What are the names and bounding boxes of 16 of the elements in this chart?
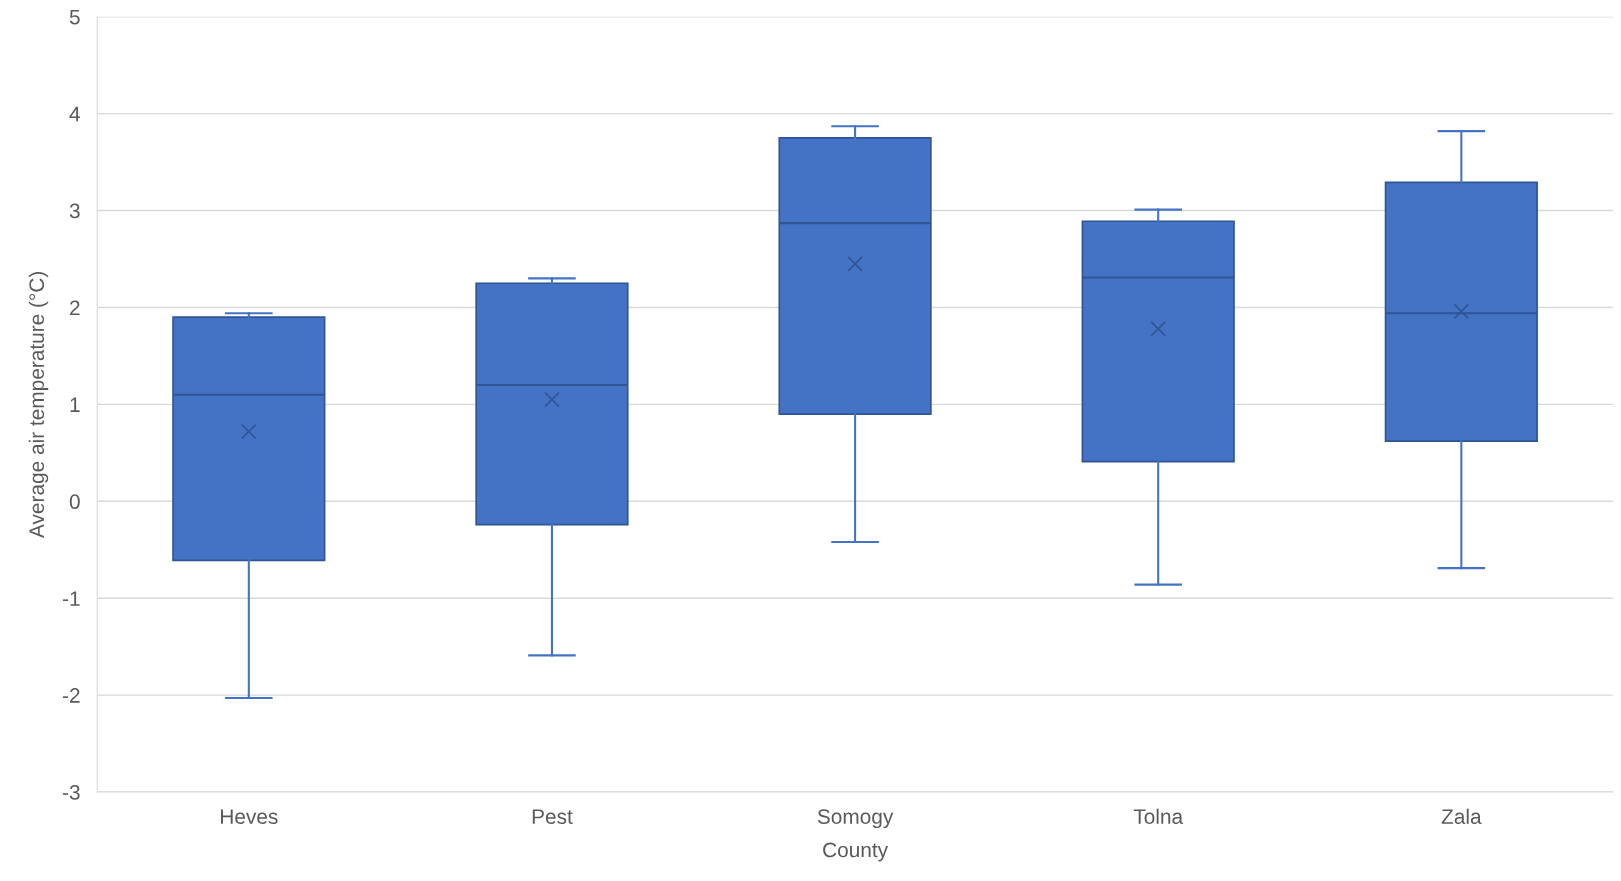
y-tick-label: 2 [70,300,80,316]
y-tick-label: 4 [69,106,80,122]
x-tick-label: Tolna [1133,808,1184,824]
y-tick-label: 5 [69,9,80,25]
x-tick-label: Zala [1441,808,1482,824]
y-tick-label: -2 [63,688,80,703]
y-tick-label: -3 [63,785,80,800]
y-tick-label: 1 [70,397,80,412]
y-tick-label: -1 [63,591,80,606]
x-tick-label: Pest [532,809,573,824]
x-tick-label: Somogy [817,809,894,829]
x-axis-title: County [823,842,889,862]
x-tick-label: Heves [221,809,278,824]
y-tick-label: 3 [69,203,80,219]
y-axis-title: Average air temperature (°C) [28,272,49,538]
y-tick-label: 0 [69,494,80,510]
